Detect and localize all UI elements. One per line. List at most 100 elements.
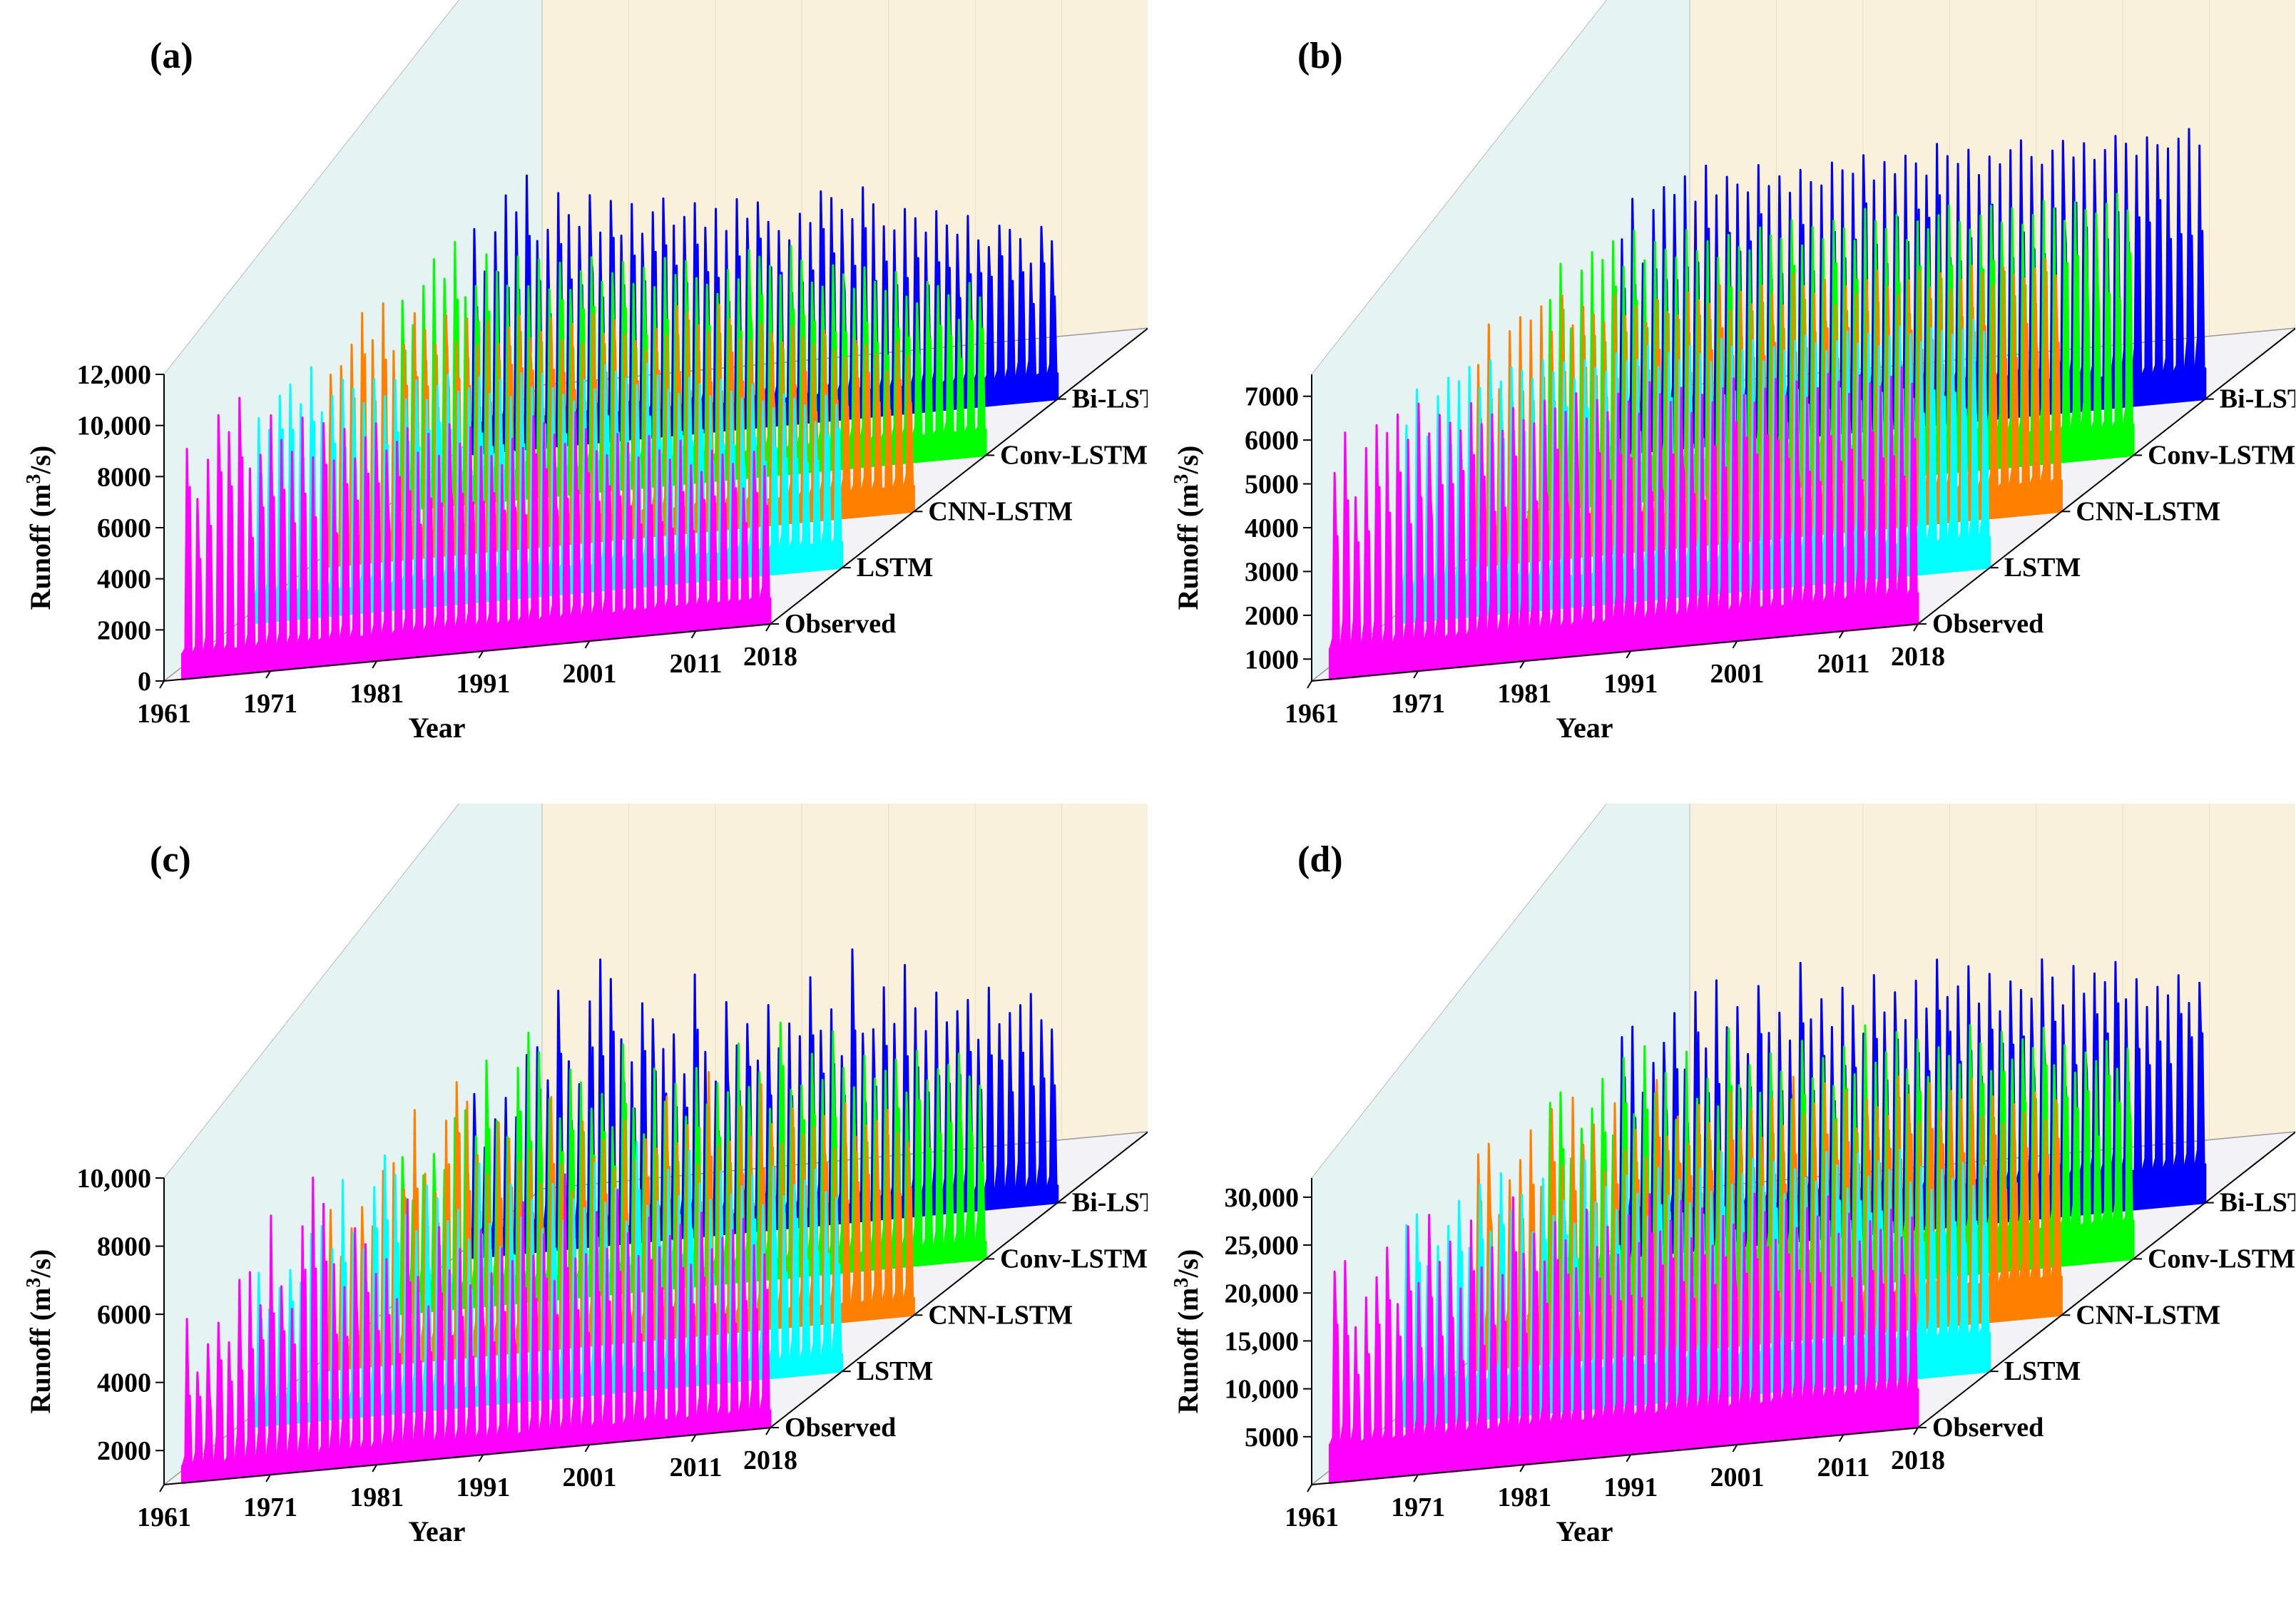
- series-label: LSTM: [2004, 1356, 2081, 1386]
- depth-axis: [770, 1131, 1148, 1428]
- panel-label: (d): [1297, 839, 1343, 880]
- y-tick-label: 4000: [97, 1368, 151, 1398]
- y-tick-label: 4000: [97, 565, 151, 595]
- y-tick-label: 7000: [1245, 382, 1299, 412]
- x-tick-label: 1991: [1603, 669, 1658, 699]
- x-tick-label: 2018: [743, 642, 797, 672]
- x-axis: [163, 623, 771, 682]
- series-label: Observed: [1932, 609, 2044, 639]
- y-tick-label: 6000: [1245, 426, 1299, 456]
- y-tick-label: 5000: [1245, 1423, 1299, 1453]
- x-tick: [690, 1434, 697, 1443]
- x-tick: [1913, 1427, 1919, 1435]
- x-tick: [1913, 623, 1919, 632]
- y-tick-label: 0: [138, 667, 151, 697]
- x-tick-label: 2011: [1817, 649, 1870, 679]
- x-axis: [1311, 1427, 1919, 1485]
- series-label: Observed: [785, 1413, 896, 1443]
- chart-svg: Bi-LSTM Conv-LSTM CNN-LSTM LSTM Observed 1961…: [1170, 0, 2295, 744]
- series-label: Bi-LSTM: [1072, 384, 1148, 414]
- y-tick-label: 4000: [1245, 513, 1299, 543]
- chart-panel-d: Bi-LSTM Conv-LSTM CNN-LSTM LSTM Observed 1961…: [1148, 804, 2295, 1607]
- x-tick-label: 2001: [562, 659, 616, 689]
- chart-svg: Bi-LSTM Conv-LSTM CNN-LSTM LSTM Observed 1961…: [23, 0, 1148, 744]
- y-axis-label: Runoff (m3/s): [1170, 1249, 1204, 1414]
- x-tick-label: 2018: [1891, 642, 1945, 672]
- x-tick-label: 1981: [1497, 1482, 1551, 1512]
- x-tick: [1519, 660, 1526, 669]
- y-tick-label: 10,000: [77, 411, 152, 441]
- series-label: Conv-LSTM: [1000, 1244, 1148, 1274]
- x-axis-label: Year: [409, 712, 466, 744]
- x-tick: [1732, 640, 1738, 649]
- series-label: LSTM: [2004, 553, 2081, 583]
- x-axis: [163, 1427, 771, 1485]
- series-label: LSTM: [857, 1356, 934, 1386]
- chart-svg: Bi-LSTM Conv-LSTM CNN-LSTM LSTM Observed 1961…: [23, 804, 1148, 1547]
- panel-label: (b): [1297, 36, 1343, 76]
- y-tick-label: 10,000: [1225, 1375, 1300, 1405]
- x-tick-label: 2018: [743, 1445, 797, 1475]
- y-tick-label: 2000: [1245, 601, 1299, 631]
- y-tick-label: 3000: [1245, 557, 1299, 587]
- x-axis-label: Year: [1556, 1515, 1613, 1547]
- x-tick-label: 2011: [670, 649, 723, 679]
- y-tick-label: 2000: [97, 615, 151, 645]
- x-tick: [1732, 1444, 1738, 1453]
- x-tick-label: 1971: [243, 689, 297, 719]
- x-tick-label: 1971: [1391, 1492, 1445, 1522]
- x-tick: [372, 1464, 378, 1473]
- series-label: Conv-LSTM: [1000, 440, 1148, 470]
- x-tick-label: 2001: [1710, 659, 1764, 689]
- x-tick: [159, 680, 165, 689]
- y-tick-label: 25,000: [1225, 1231, 1300, 1261]
- y-tick-label: 30,000: [1225, 1183, 1300, 1213]
- x-tick-label: 1971: [243, 1492, 297, 1522]
- x-tick-label: 1981: [1497, 679, 1551, 709]
- x-axis: [1311, 623, 1919, 682]
- x-tick-label: 1961: [1285, 699, 1339, 729]
- series-observed: [181, 1173, 772, 1485]
- x-tick: [1626, 1454, 1632, 1463]
- x-tick-label: 1961: [137, 1502, 191, 1532]
- x-tick-label: 2011: [670, 1453, 723, 1482]
- y-axis-label: Runoff (m3/s): [1170, 446, 1204, 610]
- y-axis-label: Runoff (m3/s): [23, 446, 56, 610]
- x-tick: [1838, 630, 1845, 639]
- x-tick: [765, 1427, 771, 1435]
- series-label: Bi-LSTM: [1072, 1188, 1148, 1218]
- x-tick-label: 2011: [1817, 1453, 1870, 1482]
- x-tick: [1413, 670, 1419, 679]
- series-label: Bi-LSTM: [2220, 384, 2295, 414]
- series-label: Bi-LSTM: [2220, 1188, 2295, 1218]
- y-tick-label: 6000: [97, 1300, 151, 1330]
- chart-panel-a: Bi-LSTM Conv-LSTM CNN-LSTM LSTM Observed 1961…: [0, 0, 1148, 804]
- series-observed: [181, 396, 772, 681]
- x-tick: [1838, 1434, 1845, 1443]
- chart-panel-c: Bi-LSTM Conv-LSTM CNN-LSTM LSTM Observed 1961…: [0, 804, 1148, 1607]
- y-tick-label: 5000: [1245, 470, 1299, 500]
- depth-axis: [770, 327, 1148, 625]
- x-tick-label: 1991: [456, 669, 510, 699]
- x-tick: [1626, 650, 1632, 659]
- x-tick-label: 2001: [562, 1463, 616, 1492]
- y-tick-label: 20,000: [1225, 1279, 1300, 1309]
- x-tick-label: 2001: [1710, 1463, 1764, 1492]
- x-axis-label: Year: [1556, 712, 1613, 744]
- series-label: Observed: [785, 609, 896, 639]
- series-label: Conv-LSTM: [2148, 440, 2295, 470]
- chart-svg: Bi-LSTM Conv-LSTM CNN-LSTM LSTM Observed 1961…: [1170, 804, 2295, 1547]
- panel-label: (c): [150, 839, 191, 880]
- y-tick-label: 8000: [97, 1232, 151, 1262]
- y-tick-label: 10,000: [77, 1164, 152, 1194]
- x-tick: [372, 660, 378, 669]
- x-tick-label: 1971: [1391, 689, 1445, 719]
- x-tick: [478, 1454, 484, 1463]
- chart-panel-b: Bi-LSTM Conv-LSTM CNN-LSTM LSTM Observed 1961…: [1148, 0, 2295, 804]
- y-tick-label: 12,000: [77, 360, 152, 390]
- x-tick: [584, 1444, 591, 1453]
- depth-axis: [1917, 1131, 2295, 1428]
- series-label: Conv-LSTM: [2148, 1244, 2295, 1274]
- series-label: CNN-LSTM: [2076, 1300, 2220, 1330]
- x-tick-label: 1991: [456, 1473, 510, 1502]
